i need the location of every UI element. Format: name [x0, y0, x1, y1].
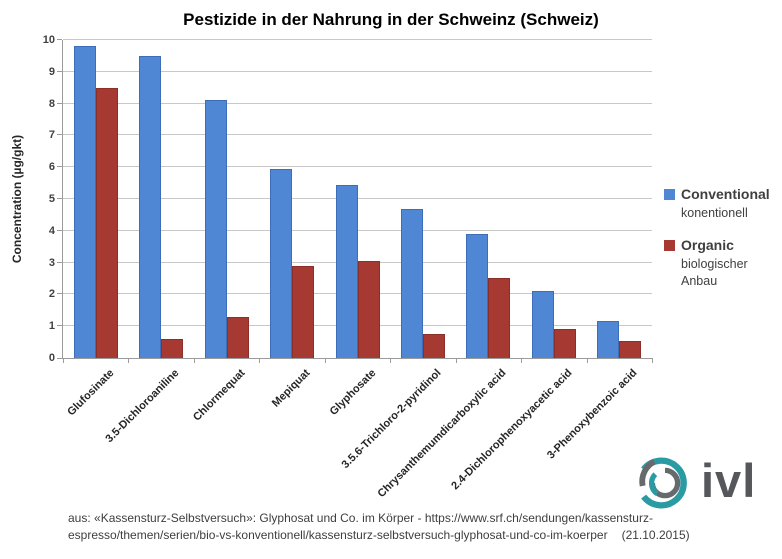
legend-item-conventional: Conventional konentionell	[664, 186, 782, 221]
chart-title: Pestizide in der Nahrung in der Schweinz…	[183, 10, 599, 29]
y-tick-label: 10	[42, 34, 55, 46]
ivl-logo-text: ivl	[701, 453, 757, 507]
gridline	[63, 166, 652, 168]
citation-line-2: espresso/themen/serien/bio-vs-konvention…	[68, 527, 774, 544]
legend: Conventional konentionell Organic biolog…	[664, 186, 782, 289]
x-tick-mark	[521, 359, 522, 363]
bar-organic-2-4-dichlorophenoxyacetic-acid	[554, 329, 576, 358]
bar-organic-mepiquat	[292, 266, 314, 358]
y-tick-mark	[57, 102, 62, 104]
x-tick-mark	[652, 359, 653, 363]
y-tick-mark	[57, 39, 62, 40]
ivl-swirl-icon	[639, 457, 687, 509]
x-tick-mark	[259, 359, 260, 363]
bar-organic-3-phenoxybenzoic-acid	[619, 341, 641, 358]
y-tick-mark	[57, 293, 62, 295]
citation-date: (21.10.2015)	[621, 527, 690, 542]
legend-label-conventional: Conventional	[681, 186, 770, 202]
bar-conventional-glyphosate	[336, 185, 358, 358]
bar-conventional-3-5-6-trichloro-2-pyridinol	[401, 209, 423, 358]
x-tick-mark	[390, 359, 391, 363]
y-tick-mark	[57, 261, 62, 263]
x-tick-mark	[587, 359, 588, 363]
y-tick-label: 7	[48, 129, 55, 142]
ivl-logo: ivl	[631, 449, 756, 517]
source-citation: aus: «Kassensturz-Selbstversuch»: Glypho…	[68, 510, 774, 543]
bar-conventional-2-4-dichlorophenoxyacetic-acid	[532, 291, 554, 358]
gridline	[63, 102, 652, 104]
bar-conventional-glufosinate	[74, 46, 96, 358]
y-tick-label: 9	[48, 65, 55, 78]
gridline	[63, 134, 652, 136]
bar-conventional-3-phenoxybenzoic-acid	[597, 321, 619, 358]
y-tick-label: 3	[48, 256, 55, 269]
y-tick-mark	[57, 70, 62, 72]
bar-conventional-chlormequat	[205, 100, 227, 358]
bar-organic-3-5-dichloroaniline	[161, 339, 183, 358]
legend-sublabel-organic: biologischer Anbau	[681, 257, 748, 288]
organic-swatch-icon	[664, 239, 675, 251]
x-axis-line	[62, 358, 653, 359]
x-tick-mark	[456, 359, 457, 363]
bar-organic-3-5-6-trichloro-2-pyridinol	[423, 334, 445, 358]
y-tick-mark	[57, 325, 62, 327]
y-tick-mark	[57, 229, 62, 231]
bar-organic-glyphosate	[358, 261, 380, 358]
bar-organic-chlormequat	[227, 317, 249, 358]
citation-url: espresso/themen/serien/bio-vs-konvention…	[68, 527, 608, 542]
legend-label-organic: Organic	[681, 237, 734, 254]
y-tick-label: 8	[48, 97, 55, 110]
gridline	[63, 39, 652, 40]
legend-item-organic: Organic biologischer Anbau	[664, 237, 782, 289]
y-axis-title-text: Concentration (µg/gkt)	[10, 134, 24, 264]
y-tick-mark	[57, 198, 62, 199]
plot-area: 0 1 2 3 4 5 6 7 8 9 10 Glufosinate 3.5-Dichloroanili…	[43, 34, 653, 500]
x-tick-mark	[63, 359, 64, 363]
y-tick-label: 6	[48, 161, 55, 174]
conventional-swatch-icon	[664, 188, 675, 200]
y-tick-label: 5	[48, 193, 55, 205]
bar-organic-chrysanthemumdicarboxylic-acid	[488, 278, 510, 358]
x-tick-mark	[194, 359, 195, 363]
x-tick-mark	[128, 359, 129, 363]
y-tick-mark	[57, 166, 62, 168]
y-tick-label: 4	[48, 224, 55, 237]
bar-conventional-mepiquat	[270, 169, 292, 358]
bar-conventional-3-5-dichloroaniline	[139, 56, 161, 358]
citation-line-1: aus: «Kassensturz-Selbstversuch»: Glypho…	[68, 511, 653, 525]
bar-conventional-chrysanthemumdicarboxylic-acid	[466, 234, 488, 358]
y-tick-label: 2	[48, 288, 55, 301]
legend-sublabel-conventional: konentionell	[681, 206, 748, 220]
y-tick-label: 0	[48, 352, 55, 364]
y-axis-line	[62, 40, 63, 359]
y-tick-mark	[57, 358, 62, 359]
bar-organic-glufosinate	[96, 88, 118, 358]
y-tick-mark	[57, 134, 62, 136]
y-tick-label: 1	[48, 320, 55, 333]
y-axis-title: Concentration (µg/gkt)	[4, 40, 30, 358]
x-tick-mark	[325, 359, 326, 363]
gridline	[63, 70, 652, 72]
